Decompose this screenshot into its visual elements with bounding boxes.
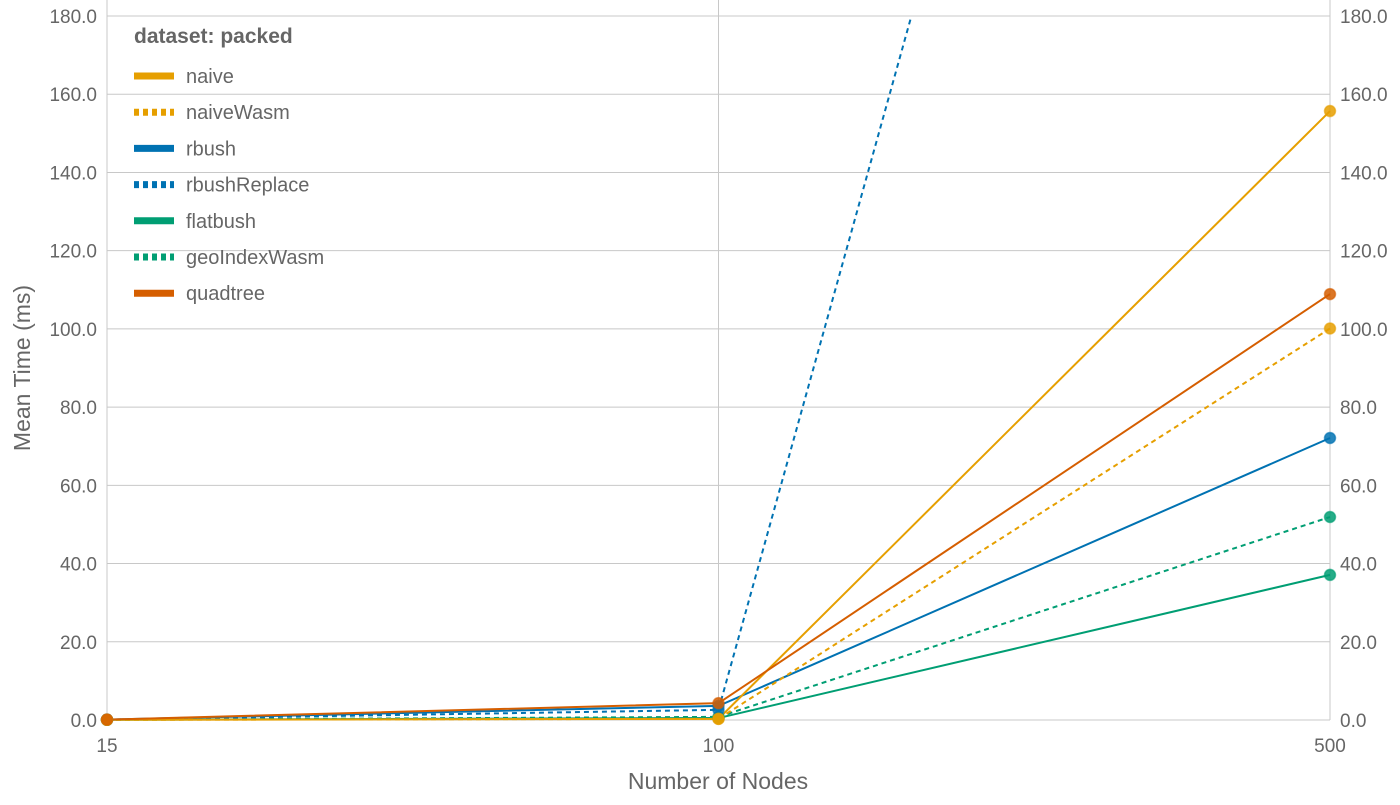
legend-label-naiveWasm: naiveWasm <box>186 102 290 124</box>
y-tick-label-right: 0.0 <box>1340 711 1366 732</box>
y-tick-label-left: 140.0 <box>49 163 97 184</box>
y-tick-label-left: 80.0 <box>60 398 97 419</box>
legend-label-rbushReplace: rbushReplace <box>186 175 309 197</box>
legend-label-quadtree: quadtree <box>186 283 265 305</box>
legend-label-rbush: rbush <box>186 138 236 160</box>
y-axis-title: Mean Time (ms) <box>9 285 35 451</box>
y-tick-label-left: 40.0 <box>60 555 97 576</box>
y-tick-label-right: 180.0 <box>1340 7 1388 28</box>
x-tick-label: 500 <box>1314 736 1346 757</box>
y-tick-label-left: 120.0 <box>49 242 97 263</box>
data-point-quadtree <box>1323 287 1337 301</box>
y-tick-label-right: 20.0 <box>1340 633 1377 654</box>
data-point-geoIndexWasm <box>1323 510 1337 524</box>
data-point-naive <box>1323 104 1337 118</box>
x-tick-label: 100 <box>703 736 735 757</box>
y-tick-label-right: 100.0 <box>1340 320 1388 341</box>
y-tick-label-left: 20.0 <box>60 633 97 654</box>
data-point-quadtree <box>712 696 725 710</box>
y-tick-label-left: 0.0 <box>71 711 97 732</box>
x-axis-title: Number of Nodes <box>628 768 808 794</box>
legend-title: dataset: packed <box>134 25 293 48</box>
legend-label-geoIndexWasm: geoIndexWasm <box>186 247 324 269</box>
data-point-flatbush <box>1323 568 1337 582</box>
y-axis-left: 0.0 20.0 40.0 60.0 80.0 100.0 120.0 140.0 160.0 1… <box>49 7 97 732</box>
x-tick-label: 15 <box>96 736 117 757</box>
data-point-quadtree <box>100 713 114 726</box>
gridlines <box>106 0 1331 721</box>
y-tick-label-right: 140.0 <box>1340 163 1388 184</box>
data-point-naive <box>712 712 725 726</box>
y-tick-label-left: 160.0 <box>49 85 97 106</box>
x-axis: 15 100 500 <box>96 736 1345 757</box>
y-tick-label-right: 40.0 <box>1340 555 1377 576</box>
y-tick-label-right: 80.0 <box>1340 398 1377 419</box>
data-point-rbush <box>1323 431 1337 445</box>
y-tick-label-right: 60.0 <box>1340 476 1377 497</box>
y-axis-right: 0.0 20.0 40.0 60.0 80.0 100.0 120.0 140.0 160.0 1… <box>1340 7 1388 732</box>
y-tick-label-left: 180.0 <box>49 7 97 28</box>
y-tick-label-left: 60.0 <box>60 476 97 497</box>
legend: dataset: packed naive naiveWasm rbush rbush… <box>134 25 324 305</box>
data-point-naiveWasm <box>1323 322 1337 335</box>
legend-label-flatbush: flatbush <box>186 211 256 233</box>
legend-label-naive: naive <box>186 66 234 88</box>
y-tick-label-right: 160.0 <box>1340 85 1388 106</box>
y-tick-label-left: 100.0 <box>49 320 97 341</box>
y-tick-label-right: 120.0 <box>1340 242 1388 263</box>
series-points <box>100 104 1337 727</box>
